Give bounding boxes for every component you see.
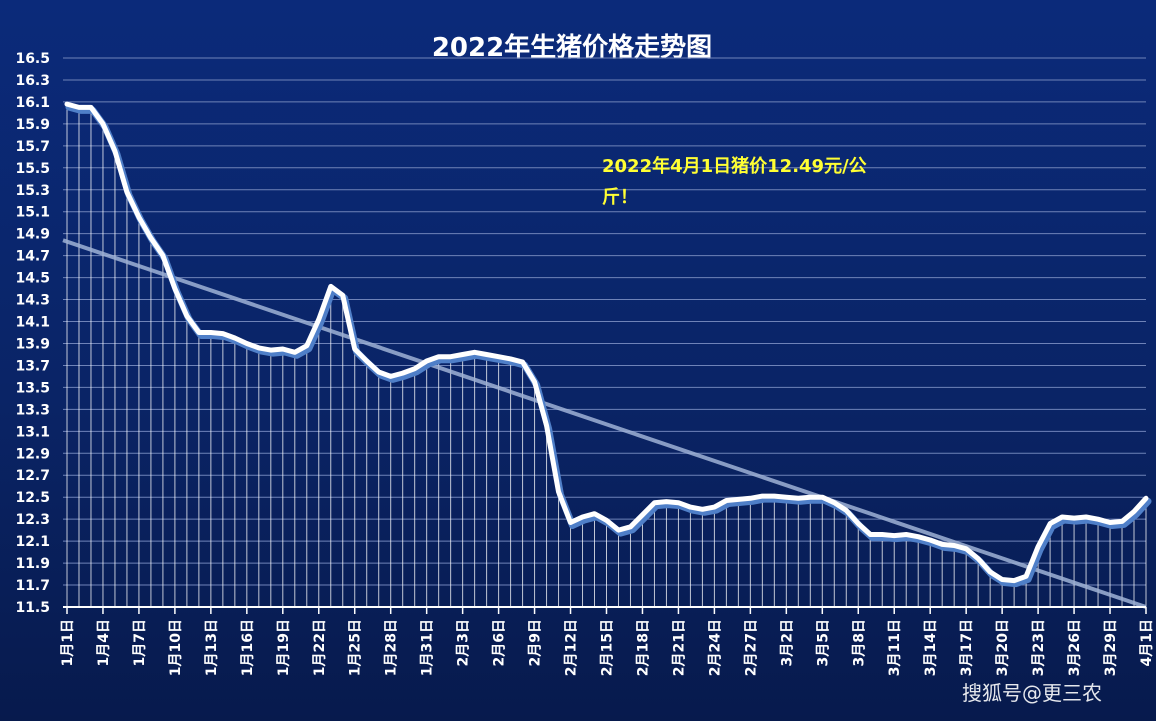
x-tick-label: 3月17日 <box>959 619 975 676</box>
price-line-shadow <box>65 103 1152 588</box>
watermark-text: 搜狐号@更三农 <box>962 681 1102 705</box>
price-series <box>64 101 1152 588</box>
x-tick-label: 1月4日 <box>96 619 112 666</box>
x-tick-label: 2月3日 <box>456 619 472 666</box>
y-tick-label: 14.9 <box>15 227 50 243</box>
x-tick-label: 2月18日 <box>635 619 651 676</box>
drop-lines <box>66 104 1147 607</box>
y-tick-label: 14.3 <box>15 293 50 309</box>
y-tick-label: 12.9 <box>15 446 50 462</box>
y-tick-label: 16.5 <box>15 51 50 67</box>
y-tick-label: 16.3 <box>15 73 50 89</box>
x-tick-label: 1月13日 <box>204 619 220 676</box>
x-tick-label: 2月24日 <box>707 619 723 676</box>
y-tick-label: 12.3 <box>15 512 50 528</box>
y-tick-label: 13.3 <box>15 402 50 418</box>
x-tick-label: 4月1日 <box>1139 619 1155 666</box>
x-axis-ticks: 1月1日 1月4日 1月7日 1月10日 1月13日 1月16日 1月19日 1月22日 1月2… <box>60 607 1155 676</box>
x-tick-label: 2月21日 <box>671 619 687 676</box>
x-tick-label: 1月28日 <box>384 619 400 676</box>
trend-line <box>62 238 1147 609</box>
annotation-line-1: 2022年4月1日猪价12.49元/公 <box>602 155 867 177</box>
x-tick-label: 2月9日 <box>528 619 544 666</box>
x-tick-label: 3月5日 <box>815 619 831 666</box>
x-tick-label: 2月12日 <box>564 619 580 676</box>
price-line <box>64 101 1149 584</box>
x-tick-label: 1月7日 <box>132 619 148 666</box>
y-tick-label: 13.7 <box>15 358 50 374</box>
gridlines <box>63 57 1146 586</box>
x-tick-label: 3月29日 <box>1103 619 1119 676</box>
y-tick-label: 14.7 <box>15 249 50 265</box>
y-tick-label: 13.1 <box>15 424 50 440</box>
y-tick-label: 12.5 <box>15 490 50 506</box>
x-tick-label: 3月26日 <box>1067 619 1083 676</box>
y-tick-label: 15.5 <box>15 161 50 177</box>
y-tick-label: 14.5 <box>15 271 50 287</box>
y-tick-label: 11.9 <box>15 556 50 572</box>
x-tick-label: 1月19日 <box>276 619 292 676</box>
x-tick-label: 1月10日 <box>168 619 184 676</box>
x-tick-label: 3月23日 <box>1031 619 1047 676</box>
y-tick-label: 15.3 <box>15 183 50 199</box>
y-tick-label: 14.1 <box>15 315 50 331</box>
x-tick-label: 3月20日 <box>995 619 1011 676</box>
y-tick-label: 13.5 <box>15 380 50 396</box>
y-axis-ticks: 11.5 11.7 11.9 12.1 12.3 12.5 12.7 12.9 13.1 13.3… <box>15 51 50 616</box>
y-tick-label: 15.7 <box>15 139 50 155</box>
y-tick-label: 15.1 <box>15 205 50 221</box>
y-tick-label: 16.1 <box>15 95 50 111</box>
x-tick-label: 1月16日 <box>240 619 256 676</box>
x-tick-label: 3月8日 <box>851 619 867 666</box>
y-tick-label: 12.7 <box>15 468 50 484</box>
x-tick-label: 1月31日 <box>420 619 436 676</box>
x-tick-label: 2月6日 <box>492 619 508 666</box>
x-tick-label: 1月22日 <box>312 619 328 676</box>
x-tick-label: 3月11日 <box>887 619 903 676</box>
y-tick-label: 13.9 <box>15 336 50 352</box>
x-tick-label: 1月25日 <box>348 619 364 676</box>
y-tick-label: 15.9 <box>15 117 50 133</box>
x-tick-label: 2月27日 <box>743 619 759 676</box>
x-tick-label: 2月15日 <box>600 619 616 676</box>
y-tick-label: 11.7 <box>15 578 50 594</box>
x-tick-label: 3月2日 <box>779 619 795 666</box>
y-tick-label: 11.5 <box>15 600 50 616</box>
y-tick-label: 12.1 <box>15 534 50 550</box>
x-tick-label: 1月1日 <box>60 619 76 666</box>
x-tick-label: 3月14日 <box>923 619 939 676</box>
annotation-line-2: 斤！ <box>602 187 638 208</box>
